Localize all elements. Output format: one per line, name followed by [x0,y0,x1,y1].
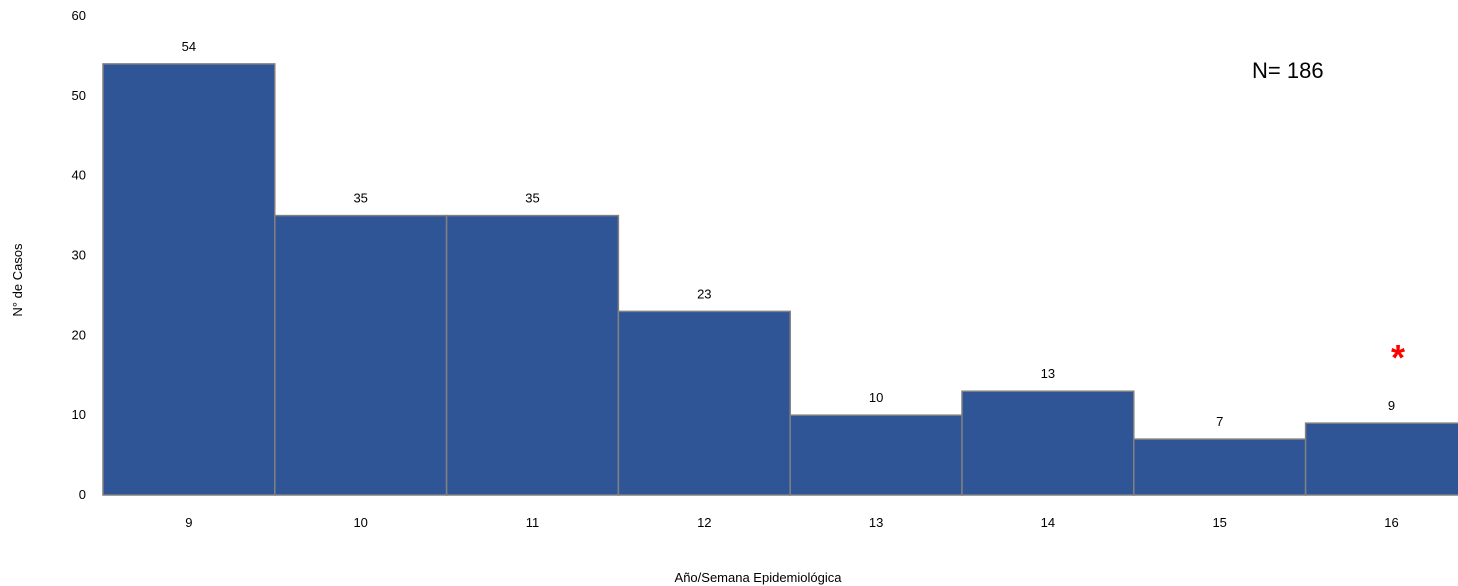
x-tick-label: 12 [697,515,711,530]
x-tick-label: 16 [1384,515,1398,530]
bar-value-label: 35 [525,191,539,206]
bar [445,214,620,496]
y-axis-ticks: 0 10 20 30 40 50 60 [72,8,86,502]
x-tick-label: 10 [353,515,367,530]
bar [1304,422,1458,496]
bar-value-label: 54 [182,39,196,54]
bar-value-label: 7 [1216,414,1223,429]
x-tick-label: 14 [1041,515,1055,530]
y-tick-label: 50 [72,88,86,103]
bar-value-label: 10 [869,390,883,405]
bar [274,214,448,496]
x-axis-title: Año/Semana Epidemiológica [675,570,843,585]
y-tick-label: 30 [72,248,86,263]
y-tick-label: 0 [79,487,86,502]
bar [789,414,963,496]
y-tick-label: 20 [72,327,86,342]
bar-value-label: 9 [1388,398,1395,413]
y-tick-label: 60 [72,8,86,23]
bar-value-label: 13 [1041,366,1055,381]
asterisk-marker: * [1391,337,1405,378]
bar-value-label: 35 [353,191,367,206]
bar [617,310,791,496]
data-labels: 54 35 35 23 10 13 7 9 [182,39,1395,429]
y-tick-label: 10 [72,407,86,422]
y-tick-label: 40 [72,168,86,183]
x-tick-label: 9 [185,515,192,530]
y-axis-title: N° de Casos [10,243,25,317]
bar [102,63,276,496]
bars [102,63,1458,496]
x-tick-label: 15 [1212,515,1226,530]
x-tick-label: 13 [869,515,883,530]
bar-value-label: 23 [697,286,711,301]
x-tick-label: 11 [526,515,540,530]
bar [961,390,1135,496]
x-axis-ticks: 9 10 11 12 13 14 15 16 [185,515,1398,530]
bar [1133,438,1307,496]
total-cases-annotation: N= 186 [1252,58,1324,83]
